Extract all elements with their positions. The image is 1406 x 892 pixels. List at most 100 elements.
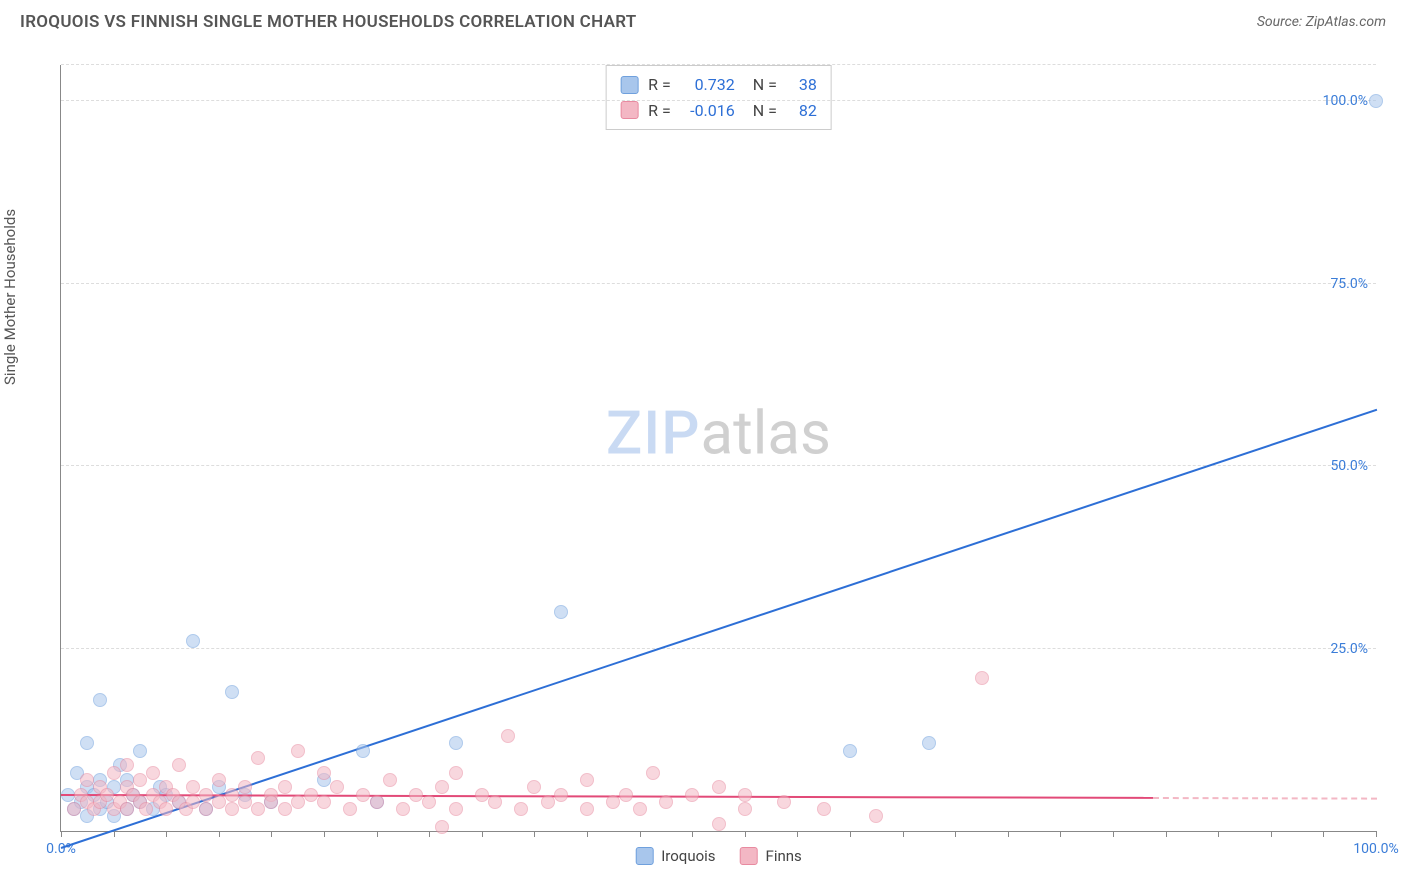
data-point xyxy=(659,795,673,809)
data-point xyxy=(80,736,94,750)
data-point xyxy=(186,795,200,809)
data-point xyxy=(619,788,633,802)
legend-swatch xyxy=(635,847,653,865)
data-point xyxy=(922,736,936,750)
x-tick xyxy=(1218,831,1219,837)
x-tick xyxy=(1376,831,1377,837)
legend-label: Iroquois xyxy=(661,847,715,865)
x-tick xyxy=(166,831,167,837)
legend-item: Finns xyxy=(740,847,802,865)
x-tick xyxy=(377,831,378,837)
data-point xyxy=(199,788,213,802)
data-point xyxy=(304,788,318,802)
data-point xyxy=(514,802,528,816)
stat-n-value: 38 xyxy=(787,72,817,98)
data-point xyxy=(869,809,883,823)
chart-title: IROQUOIS VS FINNISH SINGLE MOTHER HOUSEH… xyxy=(20,12,637,32)
data-point xyxy=(133,744,147,758)
data-point xyxy=(435,820,449,834)
stats-legend-box: R =0.732 N =38R =-0.016 N =82 xyxy=(605,65,832,130)
data-point xyxy=(633,802,647,816)
y-tick-label: 75.0% xyxy=(1330,276,1368,292)
data-point xyxy=(527,780,541,794)
data-point xyxy=(396,802,410,816)
header: IROQUOIS VS FINNISH SINGLE MOTHER HOUSEH… xyxy=(0,0,1406,42)
source-label: Source: ZipAtlas.com xyxy=(1257,14,1386,30)
data-point xyxy=(738,802,752,816)
trend-line-dash xyxy=(1153,797,1377,800)
x-tick xyxy=(797,831,798,837)
data-point xyxy=(501,729,515,743)
legend-bottom: Iroquois Finns xyxy=(635,847,802,865)
data-point xyxy=(541,795,555,809)
data-point xyxy=(409,788,423,802)
x-tick xyxy=(903,831,904,837)
stat-n-label: N = xyxy=(745,72,777,98)
x-tick xyxy=(534,831,535,837)
y-axis-label: Single Mother Households xyxy=(1,208,19,384)
data-point xyxy=(120,802,134,816)
data-point xyxy=(330,780,344,794)
data-point xyxy=(646,766,660,780)
watermark-zip: ZIP xyxy=(606,397,700,468)
data-point xyxy=(291,744,305,758)
data-point xyxy=(264,795,278,809)
data-point xyxy=(554,788,568,802)
watermark: ZIPatlas xyxy=(606,397,831,468)
data-point xyxy=(139,802,153,816)
data-point xyxy=(580,773,594,787)
data-point xyxy=(712,780,726,794)
data-point xyxy=(383,773,397,787)
data-point xyxy=(449,802,463,816)
x-tick xyxy=(61,831,62,837)
y-tick-label: 100.0% xyxy=(1323,93,1368,109)
data-point xyxy=(685,788,699,802)
plot-region: ZIPatlas R =0.732 N =38R =-0.016 N =82 I… xyxy=(60,65,1376,832)
data-point xyxy=(212,795,226,809)
watermark-atlas: atlas xyxy=(701,397,831,468)
x-tick xyxy=(1060,831,1061,837)
y-tick-label: 25.0% xyxy=(1330,641,1368,657)
data-point xyxy=(93,693,107,707)
x-tick xyxy=(745,831,746,837)
data-point xyxy=(251,802,265,816)
data-point xyxy=(356,744,370,758)
data-point xyxy=(107,766,121,780)
x-tick xyxy=(114,831,115,837)
data-point xyxy=(238,795,252,809)
data-point xyxy=(80,773,94,787)
data-point xyxy=(225,802,239,816)
data-point xyxy=(777,795,791,809)
x-tick xyxy=(692,831,693,837)
data-point xyxy=(251,751,265,765)
data-point xyxy=(291,795,305,809)
legend-label: Finns xyxy=(766,847,802,865)
data-point xyxy=(199,802,213,816)
data-point xyxy=(278,780,292,794)
x-tick xyxy=(850,831,851,837)
legend-swatch xyxy=(620,76,638,94)
data-point xyxy=(554,605,568,619)
data-point xyxy=(186,780,200,794)
data-point xyxy=(370,795,384,809)
data-point xyxy=(1369,94,1383,108)
data-point xyxy=(475,788,489,802)
x-tick xyxy=(587,831,588,837)
x-tick xyxy=(429,831,430,837)
data-point xyxy=(488,795,502,809)
x-tick xyxy=(324,831,325,837)
x-tick xyxy=(1166,831,1167,837)
data-point xyxy=(212,773,226,787)
stat-r-label: R = xyxy=(648,72,671,98)
gridline-h xyxy=(61,64,1376,65)
data-point xyxy=(146,766,160,780)
y-tick-label: 50.0% xyxy=(1330,458,1368,474)
x-tick xyxy=(955,831,956,837)
data-point xyxy=(843,744,857,758)
stat-r-value: 0.732 xyxy=(681,72,735,98)
gridline-h xyxy=(61,283,1376,284)
data-point xyxy=(738,788,752,802)
x-tick xyxy=(482,831,483,837)
x-tick xyxy=(1271,831,1272,837)
data-point xyxy=(606,795,620,809)
